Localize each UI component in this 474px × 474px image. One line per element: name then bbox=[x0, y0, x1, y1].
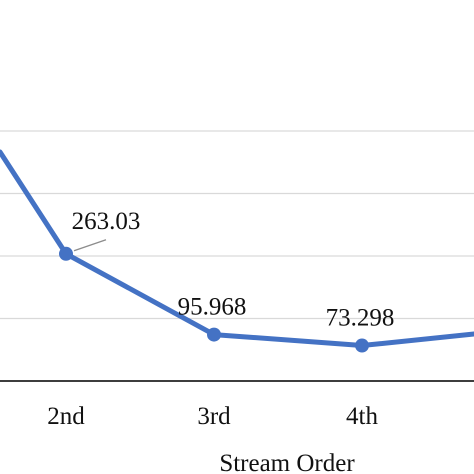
data-label-leader bbox=[73, 239, 107, 252]
data-labels: 263.03 95.968 73.298 bbox=[72, 208, 395, 332]
data-label-3rd: 95.968 bbox=[178, 294, 247, 321]
x-tick-label-3rd: 3rd bbox=[197, 403, 231, 430]
x-tick-label-4th: 4th bbox=[346, 403, 378, 430]
x-axis-title: Stream Order bbox=[219, 450, 355, 474]
data-label-4th: 73.298 bbox=[326, 305, 395, 332]
gridlines bbox=[0, 130, 474, 320]
x-tick-labels: 2nd 3rd 4th bbox=[47, 403, 378, 430]
data-points bbox=[59, 246, 369, 353]
data-point-3rd bbox=[207, 327, 221, 342]
data-label-2nd: 263.03 bbox=[72, 208, 141, 235]
x-tick-label-2nd: 2nd bbox=[47, 403, 85, 430]
data-point-2nd bbox=[59, 246, 73, 261]
data-point-4th bbox=[355, 338, 369, 353]
